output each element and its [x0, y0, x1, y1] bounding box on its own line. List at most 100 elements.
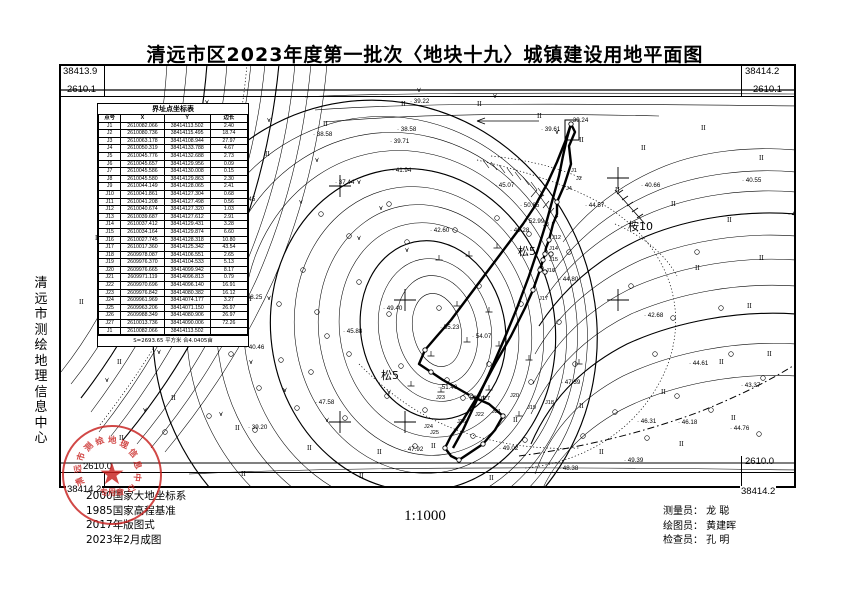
svg-text:II: II [719, 358, 724, 366]
svg-text:II: II [671, 200, 676, 208]
coord-table-cell: 2609961.969 [120, 296, 165, 305]
table-row: J15 2610034.164 38414129.874 6.60 [97, 227, 249, 237]
coord-table-cell: J13 [97, 212, 122, 222]
coord-table-cell: 0.68 [209, 189, 249, 199]
coord-table-cell: 38414129.863 [163, 174, 211, 184]
coord-table-cell: J5 [97, 151, 122, 161]
coord-table-cell: 10.80 [209, 235, 249, 245]
signer-line: 检查员： 孔 明 [663, 535, 730, 546]
coord-table-cell: 38414127.498 [163, 197, 211, 207]
svg-text:II: II [235, 424, 240, 432]
coord-table-cell: 18.74 [209, 129, 249, 138]
boundary-vertex-label: J16 [546, 268, 555, 274]
coord-table-cell: J25 [97, 303, 122, 313]
coord-table-cell: 6.60 [209, 227, 249, 237]
coord-table-cell: 38414129.431 [163, 220, 211, 229]
coord-table-cell: J9 [97, 182, 122, 191]
coord-table-cell: J3 [97, 136, 122, 146]
svg-text:II: II [701, 124, 706, 132]
table-row: J14 2610037.412 38414129.431 3.28 [97, 220, 249, 229]
svg-text:II: II [731, 414, 736, 422]
svg-text:II: II [579, 402, 584, 410]
coord-table-cell: 38414113.502 [163, 326, 211, 336]
spot-height-label: · 49.02 [499, 445, 519, 452]
frame-rule-left-lower [104, 472, 105, 488]
spot-height-label: · 49.40 [383, 305, 403, 312]
coord-table-cell: 38414129.956 [163, 159, 211, 169]
coord-table-cell: 38414127.304 [163, 189, 211, 199]
svg-text:II: II [759, 254, 764, 262]
coord-table-cell: J7 [97, 167, 122, 176]
boundary-vertex-label: J2 [576, 176, 582, 182]
coord-table-cell: J23 [97, 288, 122, 298]
spot-height-label: · 47.58 [315, 399, 335, 406]
map-note-line: 2000国家大地坐标系 [86, 490, 187, 502]
coord-table-cell: 2609976.842 [120, 288, 165, 298]
coord-table-cell: 2609970.696 [120, 281, 165, 290]
coord-table-cell: 0.79 [209, 273, 249, 283]
spot-height-label: · 39.20 [248, 424, 268, 431]
org-label-char: 心 [34, 431, 48, 446]
coord-table-cell: J1 [97, 121, 122, 131]
vegetation-label: 桉10 [628, 219, 653, 233]
map-scale-label: 1:1000 [404, 508, 446, 524]
parcel-boundary-polygon [417, 121, 577, 463]
coord-table-cell: 2610017.360 [120, 243, 165, 252]
coord-table-cell: J22 [97, 281, 122, 290]
boundary-vertex-label: J17 [539, 296, 548, 302]
org-label-char: 绘 [34, 338, 48, 353]
table-row: J11 2610041.208 38414127.498 0.56 [97, 197, 249, 207]
coord-table-cell: J8 [97, 174, 122, 184]
coord-table-cell: 5.13 [209, 258, 249, 267]
org-label-char: 地 [34, 353, 48, 369]
boundary-vertex-label: J15 [549, 257, 558, 263]
coord-table-header-row: 点号 X Y 边长 [97, 114, 249, 123]
svg-text:II: II [401, 100, 406, 108]
spot-height-label: · 42.60 [430, 227, 450, 234]
corner-coord-bottom-left-y: 2610.0 [82, 461, 114, 472]
coord-table-cell: 0.09 [209, 159, 249, 169]
corner-coord-top-right-x: 38414.2 [744, 66, 781, 77]
spot-height-label: · 46.18 [678, 419, 698, 426]
coord-table-cell: J19 [97, 258, 122, 267]
coord-table-cell: 2610027.745 [120, 235, 165, 245]
coord-table-cell: J16 [97, 235, 122, 245]
coord-table-cell: 2609978.087 [120, 250, 165, 260]
coord-table-cell: 2610041.861 [120, 189, 165, 199]
spot-height-label: · 45.07 [495, 182, 515, 189]
map-note-line: 2017年版图式 [86, 519, 155, 531]
spot-height-label: · 44.61 [689, 360, 709, 367]
coord-table-cell: 72.26 [209, 319, 249, 328]
coord-table-cell: J17 [97, 243, 122, 252]
svg-text:II: II [489, 474, 494, 482]
coord-table-footer-area: S=2693.65 平方米 合4.0405亩 [98, 335, 248, 346]
flow-arrow-icon [476, 117, 539, 125]
coord-table-cell: J10 [97, 189, 122, 199]
spot-height-label: · 50.65 [520, 202, 540, 209]
vegetation-label: 松5 [518, 244, 536, 258]
svg-text:II: II [695, 264, 700, 272]
coord-table-cell: 2610082.066 [120, 121, 165, 131]
coord-table-cell: J21 [97, 273, 122, 283]
boundary-vertex-label: J12 [552, 235, 561, 241]
coord-table-cell: 16.91 [209, 281, 249, 290]
spot-height-label: · 48.25 [243, 294, 263, 301]
spot-height-label: · 39.71 [390, 138, 410, 145]
coord-table-header-cell: 点号 [97, 114, 122, 123]
table-row: J3 2610063.178 38414108.944 27.97 [97, 136, 249, 146]
coord-table-cell: J4 [97, 144, 122, 153]
coord-table-body: J1 2610082.066 38414113.502 2.40 J2 2610080.7… [97, 121, 249, 336]
coord-table-cell: 2609976.370 [120, 258, 165, 267]
map-note-line: 2023年2月成图 [86, 533, 162, 546]
coord-table-cell: J11 [97, 197, 122, 207]
coord-table-cell: 38414128.065 [163, 182, 211, 191]
corner-coord-top-left-x: 38413.9 [62, 66, 99, 77]
boundary-vertex-label: J18 [545, 400, 554, 406]
svg-text:II: II [359, 472, 364, 480]
svg-text:II: II [579, 136, 584, 144]
boundary-vertex-label: J20 [510, 393, 519, 399]
svg-text:II: II [265, 150, 270, 158]
table-row: J26 2609988.349 38414080.906 26.97 [97, 311, 249, 321]
coord-table-cell: J20 [97, 265, 122, 275]
